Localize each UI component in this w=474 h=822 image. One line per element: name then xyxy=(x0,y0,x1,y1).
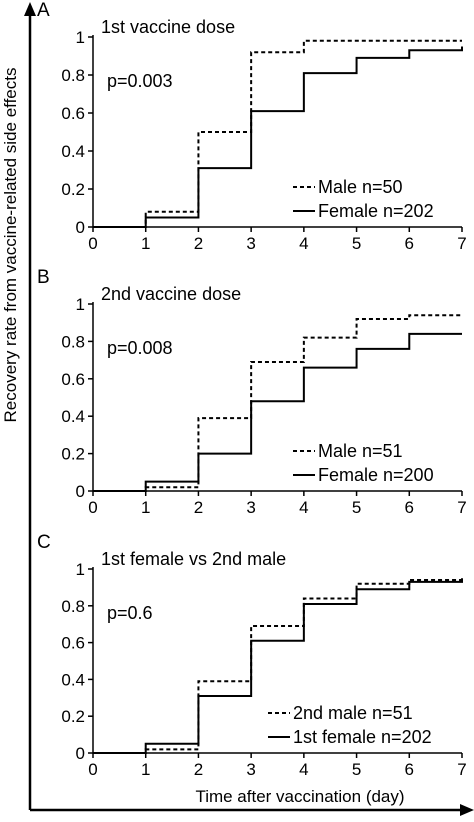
y-tick-label: 0.4 xyxy=(61,407,85,426)
p-value-annotation: p=0.008 xyxy=(107,338,173,358)
y-tick-label: 0.2 xyxy=(61,445,85,464)
y-tick-label: 0 xyxy=(76,218,85,237)
legend-label: Male n=50 xyxy=(318,177,403,197)
y-tick-label: 1 xyxy=(76,295,85,314)
x-tick-label: 3 xyxy=(246,234,255,253)
x-tick-label: 3 xyxy=(246,498,255,517)
series-line-dashed xyxy=(93,314,462,492)
x-tick-label: 1 xyxy=(141,498,150,517)
chart-panel-c: 0 0.2 0.4 0.6 0.8 1 0 1 2 3 4 5 6 7 C 1st female vs 2nd… xyxy=(37,532,467,779)
x-tick-label: 0 xyxy=(88,760,97,779)
y-tick-label: 0.4 xyxy=(61,670,85,689)
y-axis-label: Recovery rate from vaccine-related side … xyxy=(1,68,20,423)
x-tick-label: 7 xyxy=(457,760,466,779)
x-tick-label: 6 xyxy=(405,498,414,517)
legend-label: 2nd male n=51 xyxy=(293,703,413,723)
y-tick-label: 0 xyxy=(76,744,85,763)
y-tick-label: 0.6 xyxy=(61,104,85,123)
p-value-annotation: p=0.003 xyxy=(107,71,173,91)
x-tick-label: 2 xyxy=(194,498,203,517)
chart-panel-a: 0 0.2 0.4 0.6 0.8 1 0 1 2 3 4 5 6 7 A 1st vaccine dose p… xyxy=(37,0,467,253)
x-tick-label: 0 xyxy=(88,498,97,517)
x-tick-label: 6 xyxy=(405,234,414,253)
x-tick-label: 6 xyxy=(405,760,414,779)
p-value-annotation: p=0.6 xyxy=(107,603,153,623)
panel-title: 2nd vaccine dose xyxy=(101,284,241,304)
y-tick-label: 0.6 xyxy=(61,634,85,653)
legend-label: Female n=202 xyxy=(318,201,434,221)
x-tick-label: 2 xyxy=(194,760,203,779)
x-tick-label: 7 xyxy=(457,234,466,253)
y-tick-label: 0.8 xyxy=(61,597,85,616)
y-tick-label: 1 xyxy=(76,560,85,579)
y-tick-label: 0.2 xyxy=(61,707,85,726)
legend-label: Female n=200 xyxy=(318,465,434,485)
x-tick-label: 2 xyxy=(194,234,203,253)
y-tick-label: 0.6 xyxy=(61,370,85,389)
y-tick-label: 0.2 xyxy=(61,180,85,199)
x-tick-label: 3 xyxy=(246,760,255,779)
x-tick-label: 1 xyxy=(141,234,150,253)
series-line-solid xyxy=(93,46,463,228)
legend-label: Male n=51 xyxy=(318,441,403,461)
chart-panel-b: 0 0.2 0.4 0.6 0.8 1 0 1 2 3 4 5 6 7 B 2nd vaccine dose p… xyxy=(37,267,467,517)
panel-label: B xyxy=(37,267,50,288)
x-tick-label: 7 xyxy=(457,498,466,517)
x-tick-label: 5 xyxy=(352,234,361,253)
legend-label: 1st female n=202 xyxy=(293,727,432,747)
x-tick-label: 4 xyxy=(299,760,308,779)
y-tick-label: 1 xyxy=(76,28,85,47)
panel-title: 1st female vs 2nd male xyxy=(101,549,286,569)
x-tick-label: 4 xyxy=(299,498,308,517)
y-tick-label: 0.8 xyxy=(61,66,85,85)
x-tick-label: 1 xyxy=(141,760,150,779)
x-axis-arrow-icon xyxy=(460,804,474,816)
series-line-solid xyxy=(93,332,462,492)
y-axis-arrow-icon xyxy=(24,2,36,16)
x-tick-label: 0 xyxy=(88,234,97,253)
x-axis-label: Time after vaccination (day) xyxy=(195,787,404,806)
series-line-solid xyxy=(93,578,463,754)
panel-label: C xyxy=(37,532,51,553)
x-tick-label: 5 xyxy=(352,498,361,517)
x-tick-label: 5 xyxy=(352,760,361,779)
y-tick-label: 0.4 xyxy=(61,142,85,161)
panel-title: 1st vaccine dose xyxy=(101,17,235,37)
y-tick-label: 0.8 xyxy=(61,332,85,351)
series-line-dashed xyxy=(93,39,462,228)
series-line-dashed xyxy=(93,579,462,754)
y-tick-label: 0 xyxy=(76,482,85,501)
panel-label: A xyxy=(37,0,50,21)
x-tick-label: 4 xyxy=(299,234,308,253)
